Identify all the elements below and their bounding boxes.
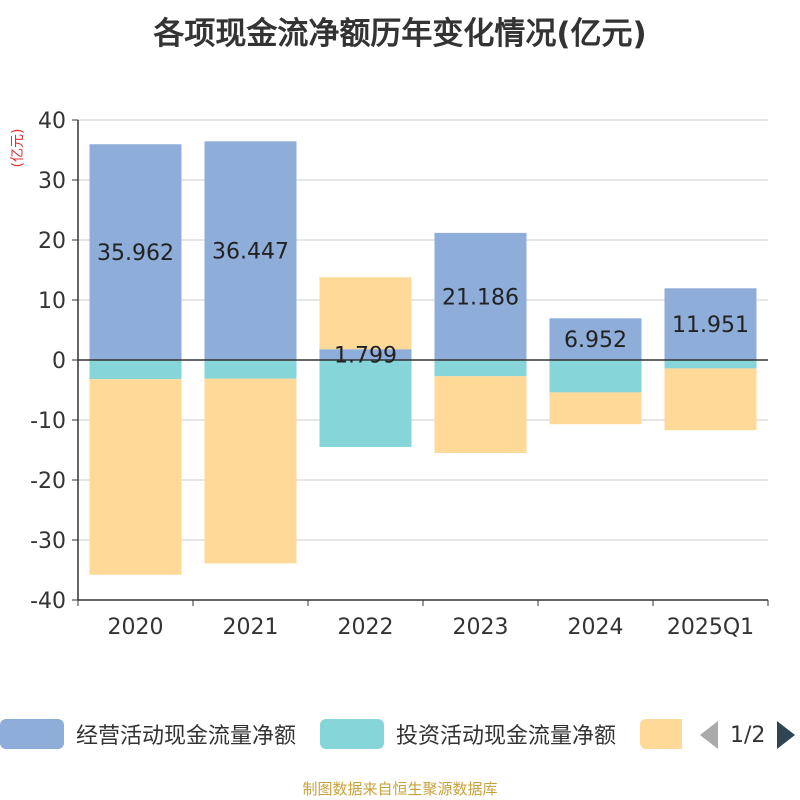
legend-item-financing[interactable]	[640, 716, 682, 752]
bar-3-2021	[204, 378, 297, 564]
y-tick-label: -30	[30, 529, 66, 554]
bar-1-2021	[204, 141, 297, 360]
x-tick-label: 2022	[338, 615, 394, 640]
legend: 经营活动现金流量净额 投资活动现金流量净额	[0, 716, 800, 752]
y-tick-label: 20	[38, 229, 66, 254]
legend-swatch-investing	[320, 719, 384, 749]
legend-swatch-financing	[640, 719, 682, 749]
y-tick-label: -10	[30, 409, 66, 434]
legend-item-operating[interactable]: 经营活动现金流量净额	[0, 716, 296, 752]
bar-1-2022	[319, 349, 412, 360]
bar-2-2025Q1	[664, 360, 757, 369]
bar-1-2025Q1	[664, 288, 757, 360]
bar-1-2024	[549, 318, 642, 360]
axis-layer: 40 30 20 10 0 -10 -20 -30 -40 2020 2021 2022 2023 202…	[30, 109, 769, 640]
legend-swatch-operating	[0, 719, 64, 749]
y-axis-unit-label: (亿元)	[10, 129, 26, 168]
y-tick-label: 40	[38, 109, 66, 134]
data-label: 1.799	[334, 344, 397, 369]
bar-3-2022	[319, 277, 412, 350]
bar-3-2023	[434, 376, 527, 453]
legend-next-page-icon[interactable]	[777, 721, 796, 749]
data-label: 35.962	[97, 241, 174, 266]
legend-page-indicator: 1/2	[730, 722, 766, 748]
data-label: 21.186	[442, 285, 519, 310]
bar-3-2024	[549, 392, 642, 425]
bar-2-2024	[549, 360, 642, 393]
y-tick-label: -40	[30, 589, 66, 614]
y-tick-label: 30	[38, 169, 66, 194]
data-label: 36.447	[212, 240, 289, 265]
chart-title: 各项现金流净额历年变化情况(亿元)	[153, 16, 647, 52]
bar-layer	[89, 141, 757, 575]
bar-3-2020	[89, 379, 182, 575]
x-tick-label: 2025Q1	[667, 615, 754, 640]
x-tick-label: 2020	[108, 615, 164, 640]
data-label: 6.952	[564, 328, 627, 353]
legend-item-investing[interactable]: 投资活动现金流量净额	[320, 716, 616, 752]
bar-2-2021	[204, 360, 297, 379]
x-tick-label: 2023	[453, 615, 509, 640]
y-tick-label: 0	[52, 349, 66, 374]
x-tick-label: 2021	[223, 615, 279, 640]
legend-pager: 1/2	[700, 720, 796, 750]
bar-2-2022	[319, 360, 412, 447]
legend-prev-page-icon[interactable]	[700, 721, 718, 749]
label-layer: 35.962 36.447 1.799 21.186 6.952 11.951	[97, 240, 749, 369]
y-tick-label: 10	[38, 289, 66, 314]
source-note: 制图数据来自恒生聚源数据库	[302, 780, 498, 798]
bar-2-2020	[89, 360, 182, 380]
bar-3-2025Q1	[664, 368, 757, 431]
bar-1-2023	[434, 232, 527, 360]
legend-label-investing: 投资活动现金流量净额	[396, 724, 617, 749]
bar-1-2020	[89, 144, 182, 360]
bar-2-2023	[434, 360, 527, 377]
x-tick-label: 2024	[568, 615, 624, 640]
y-tick-label: -20	[30, 469, 66, 494]
legend-label-operating: 经营活动现金流量净额	[76, 724, 297, 749]
data-label: 11.951	[672, 313, 749, 338]
